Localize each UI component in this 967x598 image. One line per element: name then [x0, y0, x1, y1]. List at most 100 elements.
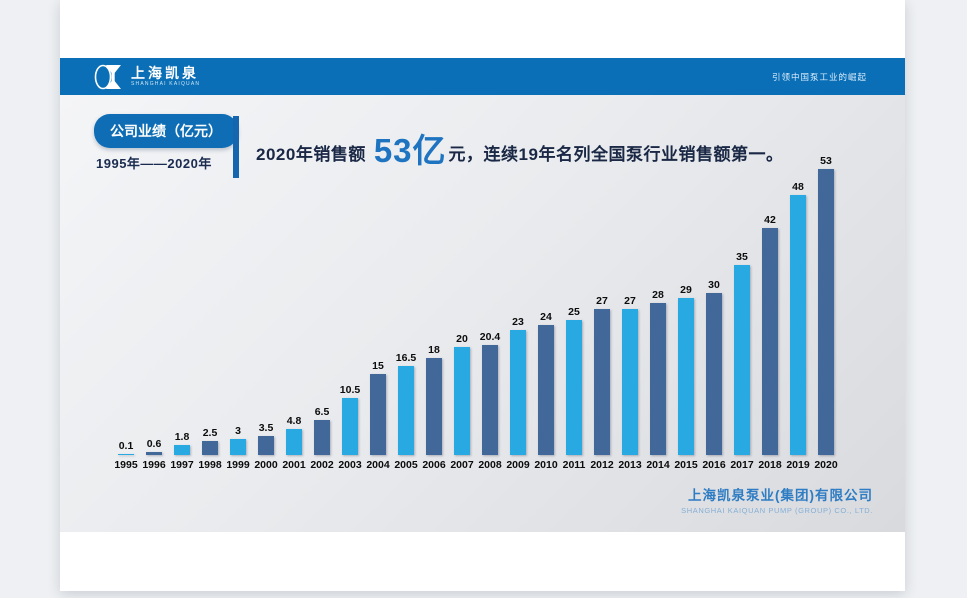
- bar-column: 24: [532, 155, 560, 455]
- bar: [734, 265, 750, 455]
- bar-value-label: 29: [680, 283, 692, 296]
- bar-column: 3: [224, 155, 252, 455]
- bar-value-label: 0.1: [118, 440, 134, 452]
- bar-value-label: 23: [512, 316, 524, 329]
- bar: [566, 319, 582, 455]
- slide-body: 公司业绩（亿元） 1995年——2020年 2020年销售额 53亿 元，连续1…: [60, 95, 905, 532]
- bar-value-label: 42: [764, 213, 776, 226]
- bar: [314, 419, 330, 455]
- bar-value-label: 1.8: [174, 431, 190, 444]
- bar-column: 3.5: [252, 155, 280, 455]
- bar: [146, 451, 162, 455]
- bar: [286, 429, 302, 455]
- year-label: 2004: [366, 459, 390, 471]
- bar-value-label: 28: [652, 289, 664, 302]
- year-label: 2007: [450, 459, 474, 471]
- bar-value-label: 53: [820, 155, 832, 167]
- bar: [790, 195, 806, 455]
- bar-value-label: 2.5: [202, 427, 218, 440]
- bar-column: 2.5: [196, 155, 224, 455]
- headline: 2020年销售额 53亿 元，连续19年名列全国泵行业销售额第一。: [233, 116, 783, 178]
- bar-column: 1.8: [168, 155, 196, 455]
- year-label: 2020: [814, 459, 838, 471]
- header-band: 上海凯泉 SHANGHAI KAIQUAN 引领中国泵工业的崛起: [60, 58, 905, 95]
- bar-column: 53: [812, 155, 840, 455]
- year-label: 2015: [674, 459, 698, 471]
- year-label: 2013: [618, 459, 642, 471]
- bar-column: 30: [700, 155, 728, 455]
- bar-column: 23: [504, 155, 532, 455]
- year-label: 2019: [786, 459, 810, 471]
- bar: [370, 373, 386, 455]
- year-label: 2009: [506, 459, 530, 471]
- bar-value-label: 15: [372, 359, 384, 372]
- bar: [342, 398, 358, 455]
- year-label: 2002: [310, 459, 334, 471]
- period-label: 1995年——2020年: [96, 156, 212, 171]
- year-label: 2018: [758, 459, 782, 471]
- bar-column: 48: [784, 155, 812, 455]
- bar: [510, 330, 526, 455]
- bar: [818, 169, 834, 455]
- bar-value-label: 27: [596, 294, 608, 307]
- bar-column: 35: [728, 155, 756, 455]
- company-logo: 上海凯泉 SHANGHAI KAIQUAN: [94, 63, 200, 91]
- bar-value-label: 0.6: [146, 437, 162, 450]
- bar-value-label: 30: [708, 278, 720, 291]
- bar: [706, 292, 722, 455]
- bar-value-label: 10.5: [339, 384, 361, 397]
- bar-column: 10.5: [336, 155, 364, 455]
- bar: [258, 436, 274, 455]
- year-label: 2003: [338, 459, 362, 471]
- bar-value-label: 35: [736, 251, 748, 264]
- footer-company-en: SHANGHAI KAIQUAN PUMP (GROUP) CO., LTD.: [681, 505, 873, 515]
- bar-column: 20: [448, 155, 476, 455]
- year-label: 2006: [422, 459, 446, 471]
- year-label: 1998: [198, 459, 222, 471]
- bar: [202, 441, 218, 455]
- bar: [622, 308, 638, 455]
- bar-value-label: 48: [792, 181, 804, 194]
- bar-value-label: 3: [235, 424, 241, 437]
- bar-column: 16.5: [392, 155, 420, 455]
- bar-column: 20.4: [476, 155, 504, 455]
- bar-column: 15: [364, 155, 392, 455]
- year-label: 1997: [170, 459, 194, 471]
- year-label: 2005: [394, 459, 418, 471]
- bar: [538, 325, 554, 455]
- bar-column: 27: [588, 155, 616, 455]
- bar: [454, 346, 470, 455]
- bar-value-label: 20: [456, 332, 468, 345]
- bar-value-label: 27: [624, 294, 636, 307]
- bar: [482, 344, 498, 455]
- year-label: 2000: [254, 459, 278, 471]
- footer-company: 上海凯泉泵业(集团)有限公司 SHANGHAI KAIQUAN PUMP (GR…: [681, 488, 873, 515]
- bar-value-label: 20.4: [479, 330, 501, 343]
- sales-bar-chart: 0.1 0.6 1.8 2.5 3 3.5 4.8 6.5 10.5 15 16.5 18 20 20.4…: [112, 155, 840, 471]
- bar-value-label: 6.5: [314, 405, 330, 418]
- bar-column: 0.6: [140, 155, 168, 455]
- headline-highlight: 53亿: [373, 132, 447, 169]
- bar-column: 4.8: [280, 155, 308, 455]
- year-label: 2001: [282, 459, 306, 471]
- year-label: 1999: [226, 459, 250, 471]
- bar-value-label: 16.5: [395, 351, 417, 364]
- year-label: 2017: [730, 459, 754, 471]
- year-label: 2016: [702, 459, 726, 471]
- bar-value-label: 3.5: [258, 422, 274, 435]
- bar-column: 42: [756, 155, 784, 455]
- bar-value-label: 18: [428, 343, 440, 356]
- bar-column: 25: [560, 155, 588, 455]
- bar-column: 27: [616, 155, 644, 455]
- bar: [762, 227, 778, 455]
- bars-area: 0.1 0.6 1.8 2.5 3 3.5 4.8 6.5 10.5 15 16.5 18 20 20.4…: [112, 155, 840, 455]
- bar-value-label: 24: [540, 311, 552, 324]
- footer-company-cn: 上海凯泉泵业(集团)有限公司: [688, 488, 873, 503]
- bar-column: 29: [672, 155, 700, 455]
- bar: [398, 365, 414, 455]
- bar: [118, 454, 134, 455]
- slide-card: 上海凯泉 SHANGHAI KAIQUAN 引领中国泵工业的崛起 公司业绩（亿元…: [60, 0, 905, 591]
- bar-column: 28: [644, 155, 672, 455]
- year-label: 2008: [478, 459, 502, 471]
